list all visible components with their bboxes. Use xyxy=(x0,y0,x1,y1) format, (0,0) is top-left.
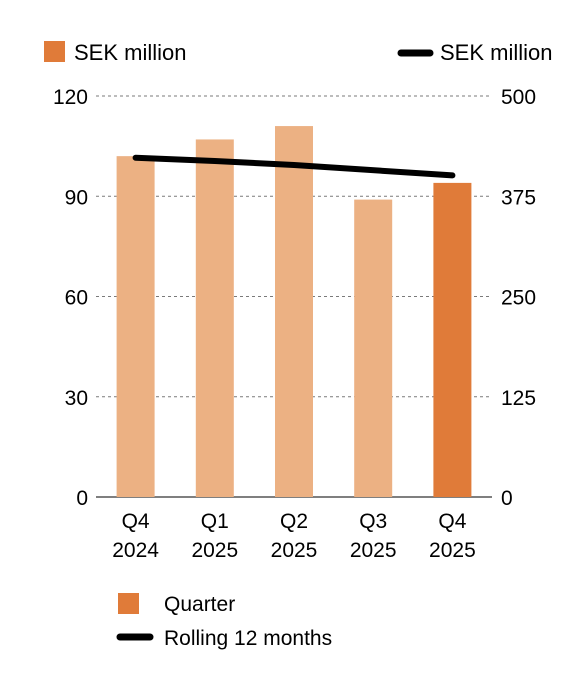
left-axis-unit-legend: SEK million xyxy=(44,40,186,65)
right-tick-label: 375 xyxy=(501,186,536,209)
bar xyxy=(433,182,472,497)
right-tick-label: 250 xyxy=(501,287,536,310)
left-axis-unit-swatch xyxy=(44,41,65,62)
category-label-year: 2025 xyxy=(271,539,318,562)
right-tick-label: 125 xyxy=(501,387,536,410)
left-axis-unit-label: SEK million xyxy=(74,40,186,65)
category-label-period: Q4 xyxy=(438,510,466,533)
right-axis-ticks: 0 125 250 375 500 xyxy=(501,86,536,510)
category-label-period: Q1 xyxy=(201,510,229,533)
bars xyxy=(116,126,472,498)
left-tick-label: 60 xyxy=(65,287,88,310)
left-tick-label: 30 xyxy=(65,387,88,410)
right-axis-unit-legend: SEK million xyxy=(397,40,552,65)
rolling-12-months-line xyxy=(132,154,456,179)
legend: Quarter Rolling 12 months xyxy=(116,593,332,650)
legend-rolling-label: Rolling 12 months xyxy=(164,627,332,650)
category-labels: Q4 2024 Q1 2025 Q2 2025 Q3 2025 Q4 2025 xyxy=(112,510,476,562)
bar xyxy=(195,139,234,498)
legend-quarter-label: Quarter xyxy=(164,593,235,616)
legend-quarter-swatch xyxy=(118,593,139,614)
left-tick-label: 0 xyxy=(76,487,88,510)
category-label-period: Q4 xyxy=(122,510,150,533)
category-label-year: 2025 xyxy=(350,539,397,562)
category-label-period: Q2 xyxy=(280,510,308,533)
right-tick-label: 500 xyxy=(501,86,536,109)
right-tick-label: 0 xyxy=(501,487,513,510)
category-label-year: 2024 xyxy=(112,539,159,562)
category-label-year: 2025 xyxy=(191,539,238,562)
bar xyxy=(116,156,155,497)
right-axis-unit-label: SEK million xyxy=(440,40,552,65)
left-tick-label: 90 xyxy=(65,186,88,209)
bar xyxy=(275,126,313,497)
category-label-period: Q3 xyxy=(359,510,387,533)
left-tick-label: 120 xyxy=(53,86,88,109)
left-axis-ticks: 0 30 60 90 120 xyxy=(53,86,88,510)
category-label-year: 2025 xyxy=(429,539,476,562)
bar xyxy=(354,199,393,497)
rolling-line-layer xyxy=(132,154,456,179)
